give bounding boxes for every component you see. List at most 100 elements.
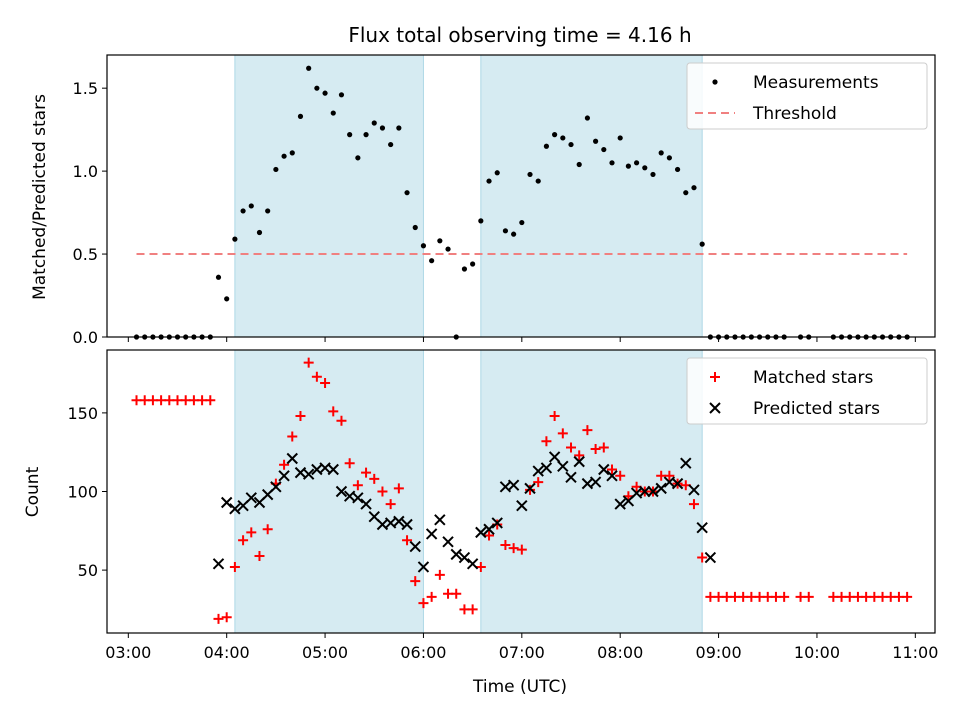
top-legend-box <box>686 62 928 130</box>
measurement-point <box>502 228 509 234</box>
measurement-point <box>642 165 648 171</box>
measurement-point <box>699 241 705 247</box>
matched-star-point <box>598 442 609 453</box>
top-shaded-interval <box>480 54 703 338</box>
predicted-star-point <box>704 551 717 564</box>
top-shaded-interval <box>234 54 424 338</box>
predicted-star-point <box>557 460 569 473</box>
matched-star-point <box>590 444 601 455</box>
measurement-point <box>297 113 304 119</box>
matched-star-point <box>295 411 306 422</box>
predicted-star-point <box>466 558 479 570</box>
x-axis-label: Time (UTC) <box>472 677 567 697</box>
predicted-star-point <box>409 540 421 553</box>
predicted-star-point <box>614 498 626 510</box>
measurement-point <box>593 138 599 144</box>
predicted-star-point <box>212 558 225 570</box>
matched-star-point <box>500 539 511 550</box>
measurement-point <box>609 160 615 166</box>
matched-star-point <box>344 458 355 469</box>
matched-star-point <box>688 499 699 510</box>
predicted-star-point <box>286 452 298 465</box>
matched-star-point <box>525 484 536 495</box>
legend-label: Matched stars <box>753 368 873 388</box>
matched-star-point <box>426 591 437 602</box>
predicted-star-point <box>548 451 561 463</box>
matched-star-point <box>393 483 404 494</box>
measurement-point <box>650 171 656 178</box>
measurement-point <box>494 170 500 176</box>
matched-star-point <box>664 470 675 481</box>
matched-star-point <box>279 459 290 470</box>
predicted-star-point <box>507 479 520 491</box>
predicted-star-point <box>540 462 553 474</box>
measurement-point <box>617 135 623 141</box>
predicted-star-point <box>573 455 585 468</box>
measurement-point <box>281 153 287 159</box>
predicted-star-point <box>335 485 348 498</box>
measurement-point <box>371 120 377 126</box>
measurement-point <box>265 208 271 214</box>
matched-star-point <box>303 357 314 368</box>
x-tick-label: 06:00 <box>400 643 446 662</box>
matched-star-point <box>606 464 617 475</box>
matched-star-point <box>328 406 339 417</box>
measurement-point <box>658 150 664 156</box>
measurement-point <box>379 125 386 131</box>
predicted-star-point <box>565 471 577 484</box>
predicted-star-point <box>483 523 495 535</box>
bottom-shaded-interval <box>234 349 424 634</box>
measurement-point <box>691 185 697 191</box>
predicted-star-point <box>458 551 471 564</box>
legend-label: Measurements <box>753 73 879 93</box>
matched-star-point <box>213 613 224 624</box>
predicted-star-point <box>516 499 528 512</box>
predicted-star-point <box>302 468 315 480</box>
matched-star-point <box>287 431 298 442</box>
matched-star-point <box>557 428 568 439</box>
predicted-star-point <box>671 477 684 490</box>
x-tick-label: 10:00 <box>794 643 840 662</box>
measurement-point <box>552 132 558 138</box>
x-tick-label: 04:00 <box>204 643 250 662</box>
matched-star-point <box>451 588 462 599</box>
matched-star-point <box>541 436 552 447</box>
predicted-star-point <box>696 521 708 534</box>
predicted-star-point <box>491 517 503 529</box>
predicted-star-point <box>220 496 233 509</box>
matched-star-point <box>434 569 445 580</box>
legend-matched-marker <box>710 372 720 382</box>
measurement-point <box>527 171 533 178</box>
measurement-point <box>666 155 672 161</box>
matched-star-point <box>385 499 396 510</box>
predicted-star-point <box>647 485 659 498</box>
matched-star-point <box>566 442 577 453</box>
bottom-shaded-interval <box>480 349 703 634</box>
matched-star-point <box>221 612 232 623</box>
predicted-star-point <box>680 457 692 469</box>
predicted-star-point <box>532 465 544 477</box>
measurement-point <box>470 261 476 267</box>
top-axes-frame <box>106 54 936 338</box>
matched-star-point <box>336 415 347 426</box>
matched-star-point <box>418 598 429 609</box>
x-tick-label: 11:00 <box>892 643 938 662</box>
measurement-point <box>683 190 689 196</box>
x-tick-label: 03:00 <box>105 643 151 662</box>
predicted-star-point <box>352 492 364 504</box>
measurement-point <box>314 85 320 91</box>
predicted-star-point <box>417 561 430 573</box>
matched-star-point <box>320 378 331 389</box>
top-y-tick-label: 0.5 <box>73 245 98 264</box>
top-legend: Measurements Threshold <box>686 62 928 130</box>
x-tick-label: 09:00 <box>696 643 742 662</box>
legend-measurements-marker <box>712 79 718 85</box>
predicted-star-point <box>524 482 536 495</box>
measurement-point <box>568 141 574 148</box>
bottom-legend: Matched stars Predicted stars <box>686 357 928 425</box>
measurement-point <box>560 135 566 141</box>
matched-star-point <box>484 530 495 541</box>
measurement-point <box>215 274 222 280</box>
predicted-star-point <box>434 514 446 526</box>
matched-star-point <box>229 561 240 572</box>
